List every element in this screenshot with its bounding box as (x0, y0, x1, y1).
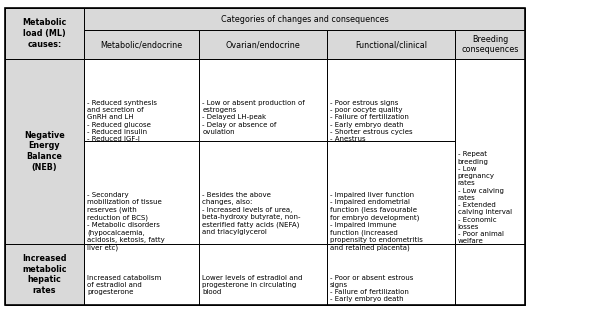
Text: Categories of changes and consequences: Categories of changes and consequences (221, 15, 388, 23)
Text: - Impaired liver function
- Impaired endometrial
function (less favourable
for e: - Impaired liver function - Impaired end… (330, 192, 423, 251)
Bar (455, 244, 525, 305)
Bar (5, 8, 525, 305)
Text: Ovarian/endocrine: Ovarian/endocrine (226, 40, 301, 49)
Text: - Repeat
breeding
- Low
pregnancy
rates
- Low calving
rates
- Extended
calving i: - Repeat breeding - Low pregnancy rates … (458, 151, 512, 244)
Bar (455, 59, 525, 244)
Bar (5, 244, 84, 305)
Bar (327, 141, 455, 244)
Bar (199, 30, 327, 59)
Text: - Low or absent production of
estrogens
- Delayed LH-peak
- Delay or absence of
: - Low or absent production of estrogens … (202, 100, 305, 135)
Bar (84, 141, 199, 244)
Text: Metabolic
load (ML)
causes:: Metabolic load (ML) causes: (22, 18, 67, 49)
Text: - Reduced synthesis
and secretion of
GnRH and LH
- Reduced glucose
- Reduced ins: - Reduced synthesis and secretion of GnR… (87, 100, 157, 142)
Bar (5, 8, 84, 59)
Bar (327, 30, 455, 59)
Text: - Besides the above
changes, also:
- Increased levels of urea,
beta-hydroxy buty: - Besides the above changes, also: - Inc… (202, 192, 301, 235)
Text: Metabolic/endocrine: Metabolic/endocrine (101, 40, 182, 49)
Text: - Secondary
mobilization of tissue
reserves (with
reduction of BCS)
- Metabolic : - Secondary mobilization of tissue reser… (87, 192, 165, 251)
Text: Increased catabolism
of estradiol and
progesterone: Increased catabolism of estradiol and pr… (87, 275, 161, 295)
Bar (84, 59, 199, 141)
Text: Breeding
consequences: Breeding consequences (461, 35, 518, 55)
Bar (199, 141, 327, 244)
Text: Negative
Energy
Balance
(NEB): Negative Energy Balance (NEB) (24, 131, 65, 172)
Bar (84, 8, 525, 30)
Bar (84, 30, 199, 59)
Bar (455, 30, 525, 59)
Text: - Poor or absent estrous
signs
- Failure of fertilization
- Early embryo death: - Poor or absent estrous signs - Failure… (330, 275, 413, 302)
Text: Lower levels of estradiol and
progesterone in circulating
blood: Lower levels of estradiol and progestero… (202, 275, 302, 295)
Bar (199, 59, 327, 141)
Bar (199, 244, 327, 305)
Bar (84, 244, 199, 305)
Bar (327, 59, 455, 141)
Bar (327, 244, 455, 305)
Bar (5, 59, 84, 244)
Text: - Poor estrous signs
- poor oocyte quality
- Failure of fertilization
- Early em: - Poor estrous signs - poor oocyte quali… (330, 100, 413, 142)
Text: Functional/clinical: Functional/clinical (355, 40, 427, 49)
Text: Increased
metabolic
hepatic
rates: Increased metabolic hepatic rates (22, 254, 67, 295)
